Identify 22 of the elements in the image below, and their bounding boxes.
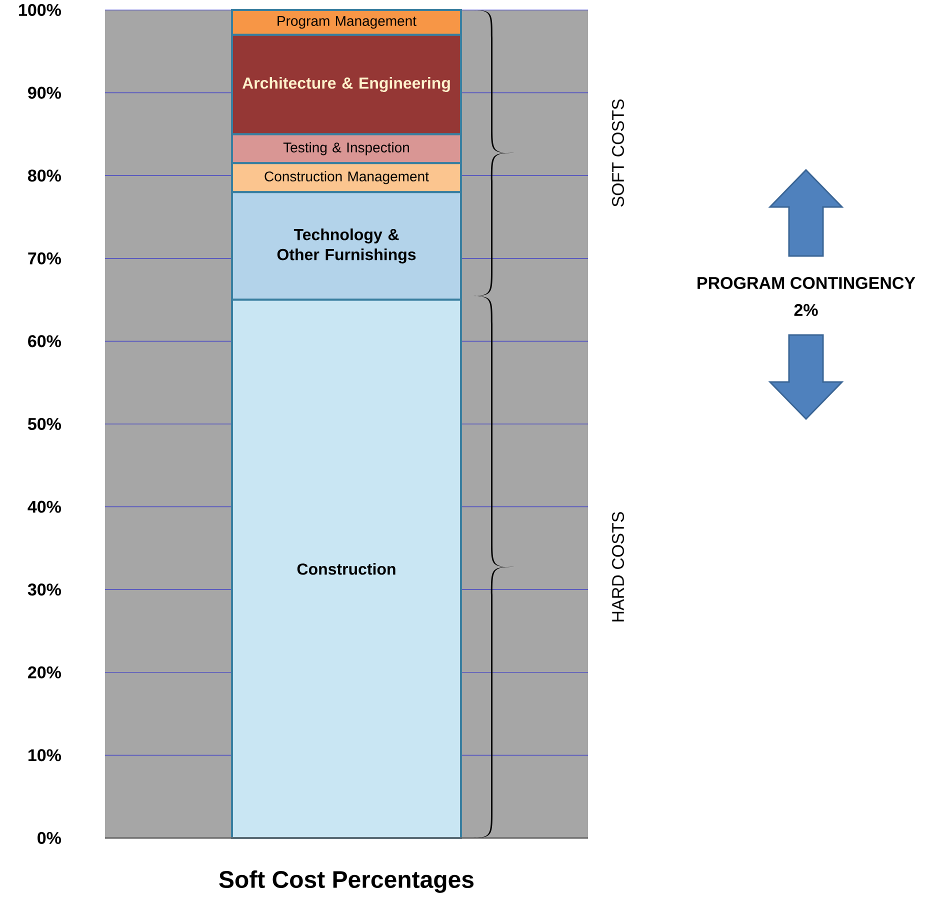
- series-label: Construction: [297, 563, 396, 575]
- y-tick-label: 70%: [28, 252, 62, 264]
- y-tick-label: 100%: [19, 4, 62, 16]
- series-label: Program Management: [278, 16, 416, 29]
- y-tick-label: 20%: [28, 666, 62, 678]
- y-tick-label: 10%: [28, 749, 62, 762]
- series-label: Architecture & Engineering: [242, 77, 450, 92]
- y-tick-label: 0%: [38, 832, 62, 844]
- y-tick-label: 30%: [28, 584, 62, 596]
- series-label: Construction Management: [264, 171, 429, 184]
- y-tick-label: 40%: [28, 500, 62, 513]
- y-tick-label: 90%: [28, 86, 62, 99]
- text: SOFT COSTS: [612, 99, 624, 207]
- text: PROGRAM CONTINGENCY: [698, 276, 916, 290]
- series-label: Testing & Inspection: [283, 142, 410, 156]
- text: HARD COSTS: [612, 512, 624, 622]
- text: 2%: [794, 304, 818, 316]
- y-tick-label: 50%: [28, 418, 62, 430]
- series-label: Technology & Other Furnishings: [277, 228, 416, 264]
- y-tick-label: 80%: [28, 170, 62, 182]
- x-axis-title: Soft Cost Percentages: [219, 870, 474, 893]
- y-tick-label: 60%: [28, 335, 62, 348]
